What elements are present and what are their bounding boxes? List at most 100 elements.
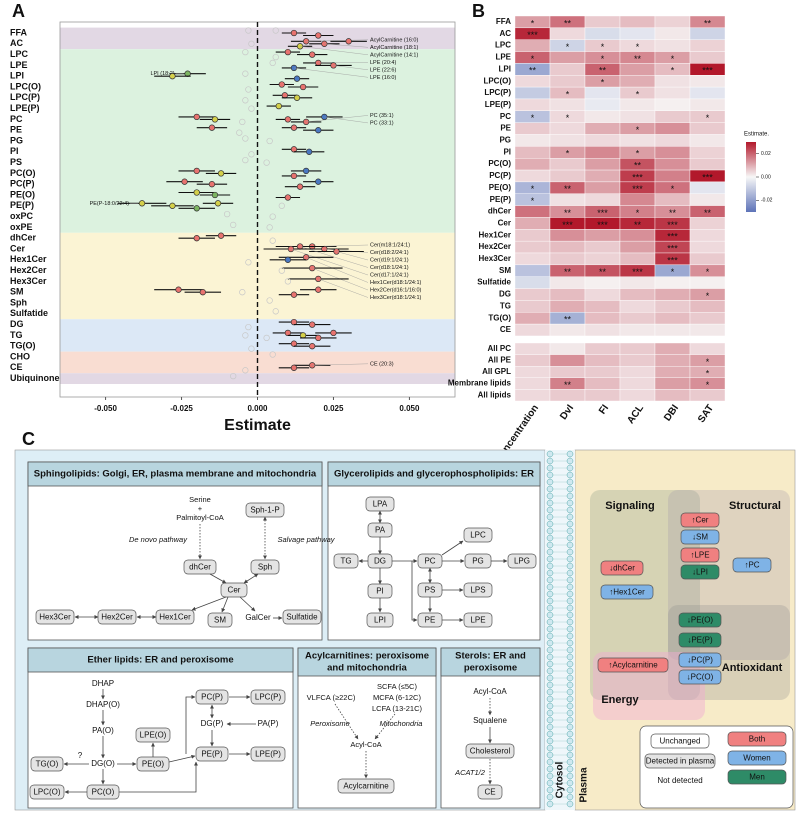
significance: ** <box>564 184 572 194</box>
heat-cell <box>619 134 656 147</box>
lipid-node-label: PE(O) <box>142 760 165 769</box>
heat-cell <box>689 122 726 135</box>
membrane-head <box>566 597 574 605</box>
lipid-node-label: LPG <box>514 557 530 566</box>
point-annotation: Cer(d18:2/24:1) <box>370 250 409 256</box>
estimate-point <box>306 148 313 155</box>
significance: *** <box>632 172 643 182</box>
leader-line <box>293 67 369 78</box>
significance: *** <box>527 30 538 40</box>
lipid-node <box>727 731 787 747</box>
row-label: Hex3Cer <box>10 276 47 286</box>
lipid-node-label: LPE(O) <box>140 731 167 740</box>
compartment-label: Plasma <box>579 767 590 802</box>
membrane-head <box>566 555 574 563</box>
membrane-head <box>566 723 574 731</box>
membrane-head <box>546 632 554 640</box>
row-label: LPC <box>495 41 511 50</box>
lipid-node <box>183 559 217 575</box>
estimate-point <box>236 129 243 136</box>
heat-cell <box>549 193 586 206</box>
point-annotation: Hex1Cer(d18:1/24:1) <box>370 280 422 286</box>
heat-cell <box>549 252 586 266</box>
membrane-head <box>566 569 574 577</box>
significance: * <box>706 368 710 378</box>
diagram-text: PA(P) <box>258 719 279 728</box>
significance: * <box>531 113 535 123</box>
diagram-text: De novo pathway <box>129 535 188 544</box>
estimate-point <box>239 118 246 126</box>
diagram-text: Energy <box>601 694 639 706</box>
heat-cell <box>654 27 691 40</box>
point-annotation: AcylCarnitine (16:0) <box>370 37 418 43</box>
significance: * <box>636 149 640 159</box>
significance: *** <box>562 220 573 230</box>
heat-cell <box>514 205 551 218</box>
estimate-point <box>263 159 270 166</box>
point-annotation: PC (35:1) <box>370 113 394 119</box>
heat-cell <box>584 342 621 355</box>
heat-cell <box>514 342 551 355</box>
heat-cell <box>689 193 726 206</box>
colorbar-tick-label: -0.02 <box>761 198 773 204</box>
row-label: PE(O) <box>489 183 512 192</box>
row-label: Sph <box>10 297 27 307</box>
row-label: Cer <box>498 218 511 227</box>
heat-cell <box>549 389 586 402</box>
lipid-node <box>600 584 654 600</box>
membrane-head <box>546 688 554 696</box>
significance: ** <box>564 267 572 277</box>
significance: *** <box>667 243 678 253</box>
heatmap: FFA * ** **AC ***LPC * * *LPE * * ** *LPI ** ** * ***LP… <box>448 15 773 485</box>
leader-line <box>333 65 369 70</box>
lipid-node <box>727 750 787 766</box>
row-label: LPI <box>10 71 24 81</box>
membrane-head <box>546 541 554 549</box>
heat-cell <box>654 354 691 367</box>
heat-cell <box>689 276 726 289</box>
estimate-point <box>193 235 200 242</box>
heat-cell <box>549 323 586 337</box>
significance: * <box>636 208 640 218</box>
arrow <box>243 573 259 584</box>
heat-cell <box>584 86 621 100</box>
heat-cell <box>584 122 621 135</box>
heat-cell <box>549 300 586 313</box>
lipid-node-label: ↓PC(O) <box>687 673 714 682</box>
heat-cell <box>619 354 656 367</box>
estimate-point <box>242 156 249 164</box>
heat-cell <box>654 86 691 100</box>
heat-cell <box>514 217 551 230</box>
lipid-node <box>333 553 359 569</box>
estimate-point <box>211 116 219 123</box>
significance: * <box>706 267 710 277</box>
significance: ** <box>599 267 607 277</box>
lipid-node <box>465 743 515 759</box>
estimate-point <box>269 59 276 67</box>
lipid-node <box>477 784 503 800</box>
lipid-node <box>680 547 720 563</box>
heat-cell <box>514 300 551 313</box>
membrane-head <box>546 709 554 717</box>
significance: * <box>531 54 535 64</box>
diagram-text: Peroxisome <box>310 719 350 728</box>
heat-cell <box>514 169 551 183</box>
membrane-head <box>546 590 554 598</box>
lipid-node <box>29 784 65 800</box>
significance: * <box>671 267 675 277</box>
point-annotation: PE(P-18:0/22:4) <box>90 201 130 207</box>
pathway-title-bar <box>27 647 294 673</box>
point-annotation: PC (33:1) <box>370 120 394 126</box>
membrane-head <box>546 716 554 724</box>
heat-cell <box>514 252 551 266</box>
membrane-head <box>546 492 554 500</box>
membrane-head <box>566 681 574 689</box>
significance: ** <box>529 66 537 76</box>
significance: *** <box>667 220 678 230</box>
pathway-title: peroxisome <box>464 663 517 674</box>
heat-cell <box>584 15 621 29</box>
heat-cell <box>514 323 551 337</box>
lipid-node-label: ↑Cer <box>692 516 709 525</box>
membrane-head <box>566 618 574 626</box>
lipid-node-label: ↑LPE <box>690 551 709 560</box>
